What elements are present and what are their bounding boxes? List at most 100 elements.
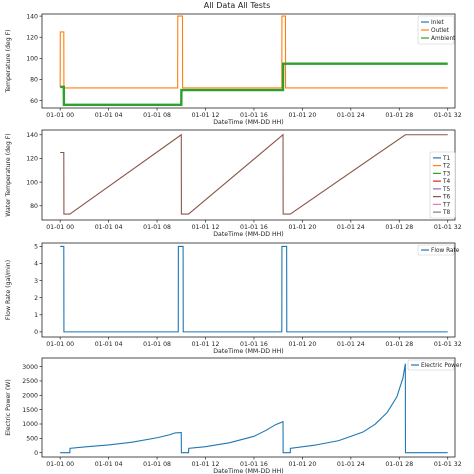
y-tick-label: 120 (26, 34, 38, 41)
x-axis-label: DateTime (MM-DD HH) (213, 119, 283, 126)
chart-panel-3: 01-01 00 01-01 04 01-01 08 01-01 12 01-01 16… (5, 242, 462, 355)
y-axis-label: Flow Rate (gal/min) (5, 260, 12, 320)
figure-title: All Data All Tests (204, 1, 271, 10)
chart-panel-2: 01-01 00 01-01 04 01-01 08 01-01 12 01-01 16… (5, 129, 462, 238)
axes-frame (41, 13, 456, 109)
x-tick-label: 01-01 08 (143, 461, 171, 468)
x-axis-label: DateTime (MM-DD HH) (213, 348, 283, 355)
y-tick-label: 100 (26, 179, 38, 186)
x-tick-label: 01-01 12 (192, 112, 220, 119)
legend: Electric Power (407, 359, 462, 371)
y-axis-label: Temperature (deg F) (5, 29, 12, 93)
series-group (60, 245, 448, 333)
series-group (60, 133, 448, 215)
y-tick-label: 1500 (22, 407, 38, 414)
y-tick-label: 100 (26, 56, 38, 63)
y-tick-label: 0 (34, 450, 38, 457)
series-line-ambient (60, 62, 448, 107)
x-tick-label: 01-01 32 (434, 461, 462, 468)
x-tick-label: 01-01 24 (337, 341, 365, 348)
series-line-outlet (59, 15, 448, 89)
x-axis-label: DateTime (MM-DD HH) (213, 468, 283, 474)
x-tick-label: 01-01 12 (192, 341, 220, 348)
y-tick-label: 60 (30, 98, 38, 105)
chart-panel-1: 01-01 00 01-01 04 01-01 08 01-01 12 01-01 16… (5, 13, 462, 126)
y-tick-label: 3000 (22, 364, 38, 371)
x-tick-label: 01-01 04 (95, 224, 123, 231)
y-axis-label: Electric Power (W) (5, 379, 12, 436)
x-tick-label: 01-01 28 (385, 112, 413, 119)
y-axis-label: Water Temperature (deg F) (5, 133, 12, 216)
series-line-electric-power (60, 363, 448, 454)
legend-label: Flow Rate (431, 248, 460, 254)
x-tick-label: 01-01 28 (385, 341, 413, 348)
y-tick-label: 120 (26, 156, 38, 163)
x-tick-label: 01-01 08 (143, 224, 171, 231)
y-tick-label: 140 (26, 13, 38, 20)
y-tick-label: 2 (34, 295, 38, 302)
x-tick-label: 01-01 32 (434, 112, 462, 119)
x-axis-label: DateTime (MM-DD HH) (213, 231, 283, 238)
legend-label: T7 (442, 202, 451, 208)
axes-frame (41, 242, 456, 338)
y-tick-label: 140 (26, 132, 38, 139)
y-tick-label: 2000 (22, 393, 38, 400)
x-tick-label: 01-01 16 (240, 112, 268, 119)
x-tick-label: 01-01 20 (288, 341, 316, 348)
chart-panel-4: 01-01 00 01-01 04 01-01 08 01-01 12 01-01 16… (5, 357, 462, 474)
y-tick-label: 80 (30, 77, 38, 84)
legend-label: Ambient (431, 36, 456, 42)
x-tick-label: 01-01 32 (434, 341, 462, 348)
x-tick-label: 01-01 28 (385, 461, 413, 468)
legend-label: T2 (442, 164, 451, 170)
legend-label: T4 (442, 179, 451, 185)
y-tick-label: 2500 (22, 378, 38, 385)
series-group (59, 15, 448, 107)
x-tick-label: 01-01 00 (46, 341, 74, 348)
series-line-t6 (60, 133, 448, 215)
x-tick-label: 01-01 16 (240, 341, 268, 348)
x-tick-label: 01-01 04 (95, 461, 123, 468)
y-tick-label: 80 (30, 203, 38, 210)
legend: Inlet Outlet Ambient (417, 15, 456, 45)
x-tick-label: 01-01 00 (46, 461, 74, 468)
legend-label: T1 (442, 156, 451, 162)
x-tick-label: 01-01 00 (46, 112, 74, 119)
x-tick-label: 01-01 16 (240, 224, 268, 231)
legend: Flow Rate (417, 244, 460, 256)
y-tick-label: 4 (34, 261, 38, 268)
x-tick-label: 01-01 04 (95, 112, 123, 119)
legend-label: Outlet (431, 28, 450, 34)
y-tick-label: 3 (34, 278, 38, 285)
x-tick-label: 01-01 20 (288, 461, 316, 468)
x-tick-label: 01-01 20 (288, 112, 316, 119)
legend-label: T3 (442, 171, 451, 177)
x-tick-label: 01-01 04 (95, 341, 123, 348)
y-tick-label: 0 (34, 329, 38, 336)
x-tick-label: 01-01 08 (143, 112, 171, 119)
series-line-flow-rate (60, 245, 448, 333)
axes-frame (41, 357, 456, 458)
panels: 01-01 00 01-01 04 01-01 08 01-01 12 01-01 16… (5, 13, 462, 474)
y-tick-label: 1 (34, 312, 38, 319)
y-tick-label: 1000 (22, 421, 38, 428)
x-tick-label: 01-01 24 (337, 461, 365, 468)
legend-label: Electric Power (421, 363, 462, 369)
x-tick-label: 01-01 08 (143, 341, 171, 348)
legend-box (429, 151, 456, 219)
x-tick-label: 01-01 28 (385, 224, 413, 231)
x-tick-label: 01-01 24 (337, 112, 365, 119)
x-tick-label: 01-01 12 (192, 224, 220, 231)
x-tick-label: 01-01 16 (240, 461, 268, 468)
legend-box (417, 244, 455, 256)
legend-label: T5 (442, 187, 451, 193)
legend-label: Inlet (431, 20, 445, 26)
x-tick-label: 01-01 12 (192, 461, 220, 468)
y-tick-label: 5 (34, 244, 38, 251)
x-tick-label: 01-01 00 (46, 224, 74, 231)
x-tick-label: 01-01 24 (337, 224, 365, 231)
y-tick-label: 500 (26, 436, 38, 443)
legend-label: T6 (442, 195, 451, 201)
